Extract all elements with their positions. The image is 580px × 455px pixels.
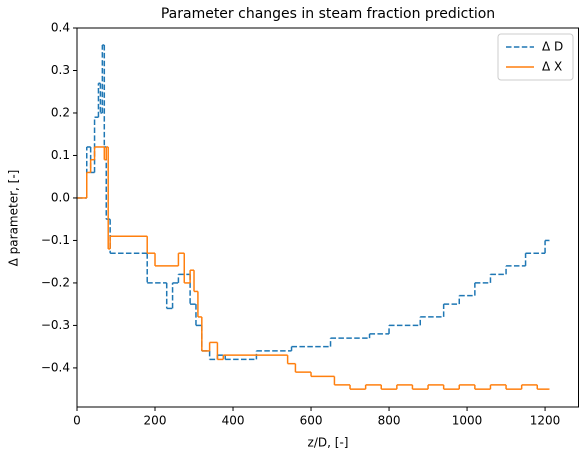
- x-tick-label: 1000: [452, 414, 483, 428]
- legend-label: Δ D: [542, 40, 563, 54]
- series-line: [77, 44, 550, 361]
- y-tick-label: −0.3: [41, 318, 70, 332]
- legend-box: [497, 33, 574, 81]
- y-tick-label: 0.3: [51, 63, 70, 77]
- y-tick-label: 0.4: [51, 21, 70, 35]
- x-tick-label: 1200: [530, 414, 561, 428]
- x-tick-label: 200: [144, 414, 167, 428]
- y-axis-label: Δ parameter, [-]: [7, 170, 21, 267]
- y-tick-label: −0.2: [41, 275, 70, 289]
- y-tick-label: 0.1: [51, 148, 70, 162]
- y-tick-label: 0.2: [51, 105, 70, 119]
- x-tick-label: 600: [300, 414, 323, 428]
- chart-title: Parameter changes in steam fraction pred…: [161, 6, 495, 22]
- plot-frame: [76, 27, 579, 408]
- x-axis-label: z/D, [-]: [308, 436, 349, 450]
- x-tick-label: 0: [73, 414, 81, 428]
- y-tick-label: 0.0: [51, 190, 70, 204]
- y-tick-label: −0.1: [41, 233, 70, 247]
- x-tick-label: 400: [222, 414, 245, 428]
- y-tick-label: −0.4: [41, 360, 70, 374]
- legend-label: Δ X: [542, 60, 562, 74]
- x-tick-label: 800: [378, 414, 401, 428]
- series-line: [77, 146, 550, 390]
